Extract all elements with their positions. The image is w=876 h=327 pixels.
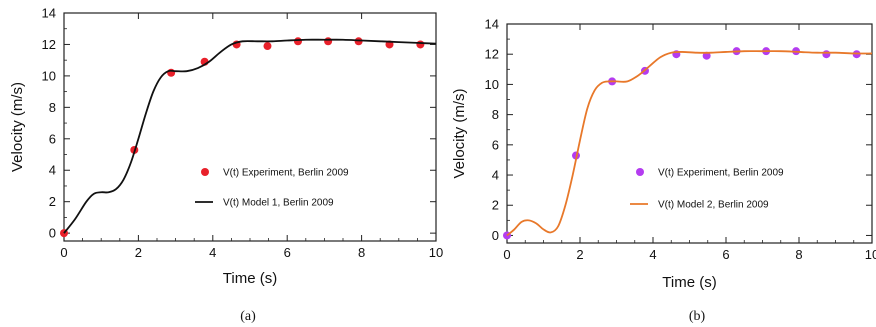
data-point xyxy=(416,40,425,49)
x-tick-label: 2 xyxy=(576,247,583,262)
y-tick-label: 12 xyxy=(42,37,56,52)
x-tick-label: 4 xyxy=(649,247,656,262)
panel-caption: (b) xyxy=(689,309,706,324)
x-tick-label: 0 xyxy=(503,247,510,262)
x-axis-label: Time (s) xyxy=(223,270,277,287)
x-tick-label: 0 xyxy=(60,245,67,260)
panel-caption: (a) xyxy=(240,309,256,324)
legend-entry: V(t) Experiment, Berlin 2009 xyxy=(658,168,784,179)
x-axis-label: Time (s) xyxy=(662,274,716,291)
data-point xyxy=(324,37,333,46)
y-tick-label: 2 xyxy=(49,194,56,209)
y-tick-label: 4 xyxy=(49,163,56,178)
y-axis-label: Velocity (m/s) xyxy=(451,88,468,178)
y-tick-label: 10 xyxy=(42,68,56,83)
x-tick-label: 2 xyxy=(135,245,142,260)
legend-entry: V(t) Model 2, Berlin 2009 xyxy=(658,200,769,211)
x-tick-label: 4 xyxy=(209,245,216,260)
x-tick-label: 10 xyxy=(429,245,443,260)
data-point xyxy=(354,37,363,46)
y-tick-label: 14 xyxy=(485,17,499,32)
y-tick-label: 6 xyxy=(49,131,56,146)
x-tick-label: 10 xyxy=(865,247,876,262)
y-axis-label: Velocity (m/s) xyxy=(9,82,26,172)
data-point xyxy=(822,50,831,59)
legend-entry: V(t) Experiment, Berlin 2009 xyxy=(223,168,349,179)
series-line xyxy=(63,38,437,234)
legend-marker-swatch xyxy=(636,168,644,176)
series-line xyxy=(506,50,873,237)
y-tick-label: 8 xyxy=(49,100,56,115)
y-tick-label: 0 xyxy=(492,228,499,243)
data-point xyxy=(702,51,711,60)
y-tick-label: 4 xyxy=(492,168,499,183)
legend-marker-swatch xyxy=(201,168,209,176)
data-point xyxy=(293,37,302,46)
y-tick-label: 10 xyxy=(485,77,499,92)
legend-entry: V(t) Model 1, Berlin 2009 xyxy=(223,198,334,209)
x-tick-label: 6 xyxy=(284,245,291,260)
x-tick-label: 6 xyxy=(722,247,729,262)
y-tick-label: 14 xyxy=(42,6,56,21)
y-tick-label: 6 xyxy=(492,137,499,152)
x-tick-label: 8 xyxy=(358,245,365,260)
y-tick-label: 2 xyxy=(492,198,499,213)
y-tick-label: 12 xyxy=(485,47,499,62)
y-tick-label: 8 xyxy=(492,107,499,122)
x-tick-label: 8 xyxy=(795,247,802,262)
data-point xyxy=(263,42,272,51)
chart-panel-a: 0 2 4 6 8 10 0 2 4 6 8 10 12 14 Time (s) Velocity (m/s)… xyxy=(9,6,443,325)
chart-panel-b: 0 2 4 6 8 10 0 2 4 6 8 10 12 14 Time (s) Velocity (m/s)… xyxy=(451,17,876,325)
y-tick-label: 0 xyxy=(49,226,56,241)
